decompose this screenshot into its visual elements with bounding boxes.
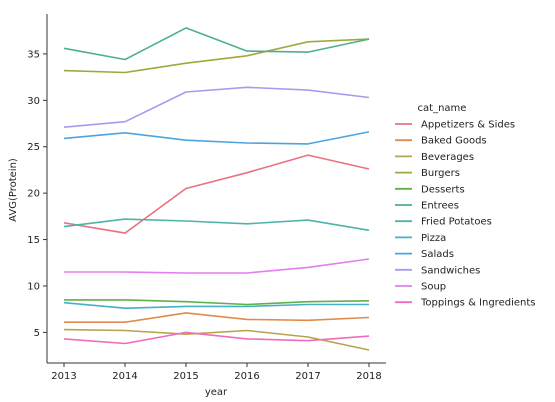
legend-label: Burgers [421, 168, 460, 179]
x-axis-label: year [205, 387, 228, 398]
series-line-9 [63, 86, 370, 128]
series-line-4 [64, 299, 370, 306]
x-tick-label: 2016 [234, 371, 259, 382]
series-line-10 [64, 258, 370, 274]
legend-label: Entrees [421, 201, 459, 212]
y-tick-label: 35 [27, 49, 40, 60]
series-line-1 [64, 312, 370, 324]
legend-label: Sandwiches [421, 265, 480, 276]
x-tick-label: 2018 [356, 371, 381, 382]
y-tick-label: 30 [27, 96, 40, 107]
series-line-11 [63, 331, 370, 345]
series-line-5 [63, 27, 370, 61]
series-line-3 [63, 38, 370, 74]
series-line-0 [63, 154, 370, 234]
legend-label: Soup [421, 282, 446, 293]
y-tick-label: 10 [27, 281, 40, 292]
x-ticks: 2013 2014 2015 2016 2017 2018 [51, 363, 382, 382]
x-tick-label: 2015 [173, 371, 198, 382]
y-ticks: 5 10 15 20 25 30 35 [27, 49, 47, 339]
series-line-6 [63, 218, 370, 232]
legend-title: cat_name [418, 103, 467, 114]
legend: cat_name Appetizers & Sides Baked Goods Be… [395, 103, 535, 309]
y-axis-label: AVG(Protein) [8, 158, 19, 222]
legend-label: Desserts [421, 184, 465, 195]
y-tick-label: 5 [34, 328, 40, 339]
legend-label: Pizza [421, 233, 446, 244]
legend-label: Appetizers & Sides [421, 120, 515, 131]
y-tick-label: 15 [27, 235, 40, 246]
legend-label: Toppings & Ingredients [420, 298, 535, 309]
series-line-8 [63, 131, 370, 145]
x-tick-label: 2013 [51, 371, 76, 382]
legend-label: Baked Goods [421, 136, 487, 147]
legend-label: Beverages [421, 152, 474, 163]
axes [46, 14, 386, 364]
x-tick-label: 2017 [295, 371, 320, 382]
series-lines [63, 27, 370, 351]
x-tick-label: 2014 [112, 371, 137, 382]
y-tick-label: 20 [27, 189, 40, 200]
legend-label: Salads [421, 249, 454, 260]
legend-label: Fried Potatoes [421, 217, 492, 228]
y-tick-label: 25 [27, 142, 40, 153]
series-line-7 [63, 301, 369, 310]
